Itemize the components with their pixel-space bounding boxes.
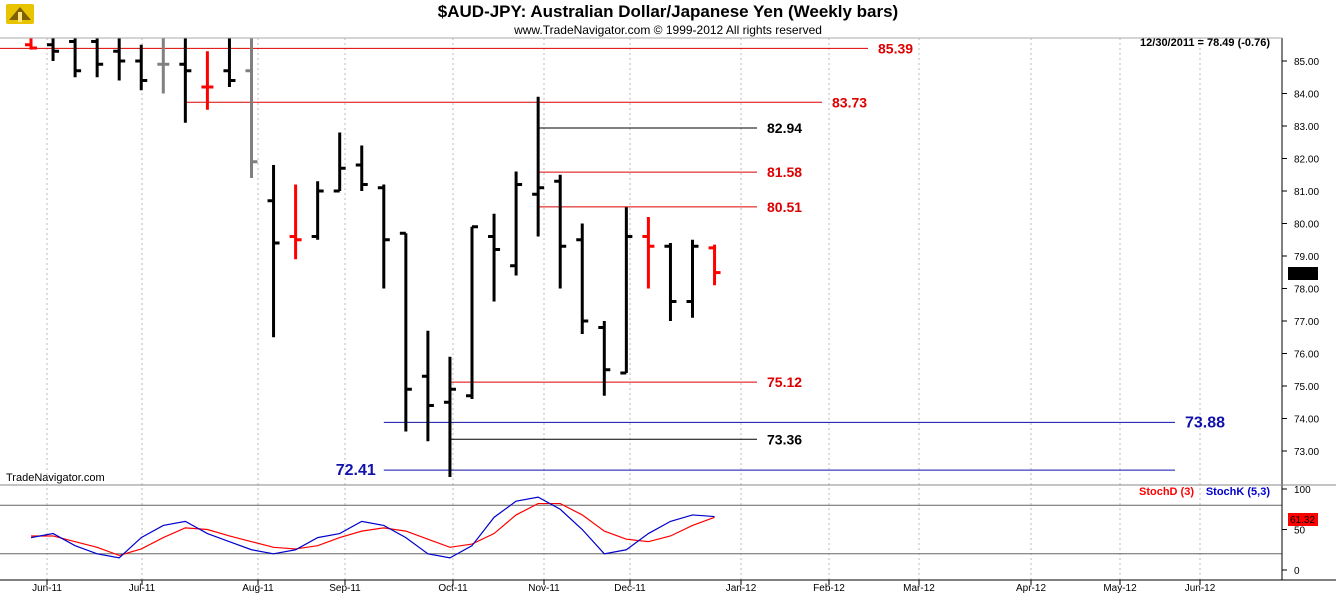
ohlc-bar — [245, 38, 258, 178]
y-tick-label: 82.00 — [1294, 155, 1319, 166]
ohlc-bar — [532, 96, 545, 237]
x-tick-label: Aug-11 — [242, 583, 274, 594]
level-label: 81.58 — [767, 164, 802, 180]
ohlc-bar — [113, 38, 126, 81]
level-label: 73.88 — [1185, 414, 1225, 431]
ohlc-bar — [554, 174, 567, 289]
axis-layer: Jun-11 Jul-11 Aug-11 Sep-11 Oct-11 Nov-11 Dec-… — [0, 37, 1336, 594]
ohlc-bar — [69, 38, 82, 78]
ohlc-bar — [333, 132, 346, 193]
ohlc-bar — [201, 51, 214, 110]
level-label: 72.41 — [336, 462, 376, 479]
y-tick-label: 83.00 — [1294, 122, 1319, 133]
last-price-tag: 78.49 — [1288, 267, 1318, 280]
svg-text:61.32: 61.32 — [1290, 515, 1315, 526]
levels-layer: 85.39 83.73 82.94 81.58 80.51 75.12 73.88 73.36… — [0, 40, 1225, 479]
ohlc-bar — [466, 225, 478, 399]
chart-title: $AUD-JPY: Australian Dollar/Japanese Yen… — [438, 2, 898, 21]
ohlc-bar — [598, 321, 611, 396]
x-tick-label: Nov-11 — [528, 583, 560, 594]
stoch-last-tag: 61.32 — [1288, 513, 1318, 526]
y-tick-label: 84.00 — [1294, 90, 1319, 101]
ohlc-bar — [289, 184, 302, 260]
x-tick-label: Feb-12 — [813, 583, 845, 594]
x-tick-label: Jun-12 — [1185, 583, 1216, 594]
ohlc-bar — [576, 223, 589, 334]
ohlc-bar — [399, 231, 412, 432]
ohlc-bar — [355, 145, 368, 191]
ohlc-bar — [25, 38, 37, 50]
ohlc-bar — [708, 244, 721, 286]
y-tick-label: 81.00 — [1294, 187, 1319, 198]
x-tick-label: Apr-12 — [1016, 583, 1046, 594]
x-tick-label: Dec-11 — [614, 583, 646, 594]
ohlc-bar — [135, 44, 148, 91]
ohlc-bar — [223, 38, 236, 87]
x-tick-label: Jun-11 — [32, 583, 62, 594]
stochD-line — [31, 502, 715, 557]
ohlc-bar — [421, 330, 434, 442]
watermark: TradeNavigator.com — [6, 472, 105, 484]
level-label: 83.73 — [832, 94, 867, 110]
y-tick-label: 79.00 — [1294, 252, 1319, 263]
y-tick-label: 75.00 — [1294, 382, 1319, 393]
ohlc-bar — [91, 38, 104, 78]
svg-text:78.49: 78.49 — [1290, 269, 1315, 280]
ohlc-bar — [620, 207, 633, 375]
ohlc-bar — [488, 213, 501, 302]
ohlc-bar — [267, 165, 280, 338]
ohlc-bar — [47, 38, 60, 61]
y-tick-label: 78.00 — [1294, 285, 1319, 296]
level-label: 75.12 — [767, 374, 802, 390]
x-tick-label: Sep-11 — [329, 583, 361, 594]
level-label: 82.94 — [767, 120, 802, 136]
y-tick-label: 85.00 — [1294, 57, 1319, 68]
stoch-layer — [0, 496, 1282, 559]
bars-layer — [25, 38, 721, 477]
ohlc-bar — [686, 239, 699, 318]
y-tick-label: 80.00 — [1294, 220, 1319, 231]
stochK-legend: StochK (5,3) — [1206, 486, 1271, 498]
ohlc-bar — [664, 243, 677, 321]
stochK-line — [30, 496, 715, 559]
level-label: 80.51 — [767, 199, 802, 215]
ohlc-bar — [377, 184, 390, 289]
ohlc-bar — [157, 38, 170, 94]
stoch-y-tick-label: 100 — [1294, 485, 1311, 496]
y-tick-label: 74.00 — [1294, 415, 1319, 426]
ohlc-bar — [179, 38, 192, 123]
y-tick-label: 73.00 — [1294, 447, 1319, 458]
stochD-legend: StochD (3) — [1139, 486, 1194, 498]
level-label: 73.36 — [767, 431, 802, 447]
ohlc-bar — [642, 217, 655, 289]
x-tick-label: Mar-12 — [903, 583, 935, 594]
x-tick-label: May-12 — [1103, 583, 1137, 594]
stoch-y-tick-label: 50 — [1294, 526, 1306, 537]
x-tick-label: Oct-11 — [438, 583, 468, 594]
level-label: 85.39 — [878, 40, 913, 56]
app-logo-icon — [6, 4, 34, 24]
chart-subtitle: www.TradeNavigator.com © 1999-2012 All r… — [513, 23, 822, 37]
price-readout: 12/30/2011 = 78.49 (-0.76) — [1140, 37, 1270, 49]
y-tick-label: 76.00 — [1294, 350, 1319, 361]
ohlc-bar — [311, 181, 324, 240]
ohlc-bar — [510, 171, 523, 276]
x-tick-label: Jul-11 — [129, 583, 156, 594]
x-tick-label: Jan-12 — [726, 583, 757, 594]
y-tick-label: 77.00 — [1294, 317, 1319, 328]
stoch-y-tick-label: 0 — [1294, 566, 1300, 577]
ohlc-bar — [443, 356, 456, 477]
